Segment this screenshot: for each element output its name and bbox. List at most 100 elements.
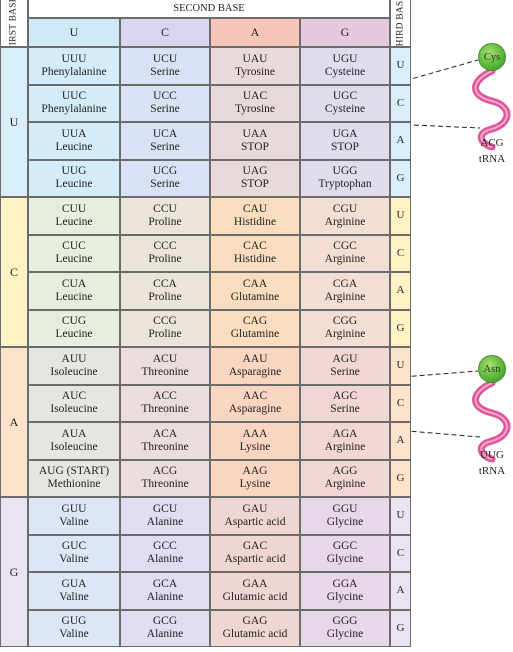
amino-acid-text: Glycine (326, 590, 364, 603)
codon-text: CUG (61, 315, 87, 328)
codon-cell-agu: AGU Serine (300, 347, 390, 385)
codon-text: AAG (242, 465, 268, 478)
amino-acid-text: Glycine (326, 628, 364, 641)
codon-cell-gcc: GCC Alanine (120, 534, 210, 572)
amino-acid-text: Threonine (141, 478, 189, 491)
amino-acid-text: Isoleucine (50, 403, 98, 416)
codon-text: AAC (242, 390, 268, 403)
codon-cell-uug: UUG Leucine (28, 159, 120, 197)
codon-cell-acc: ACC Threonine (120, 384, 210, 422)
codon-text: AUG (START) (38, 465, 110, 478)
amino-acid-text: Glycine (326, 553, 364, 566)
codon-text: ACC (153, 390, 177, 403)
amino-acid-text: Serine (150, 140, 180, 153)
codon-text: AUU (61, 352, 87, 365)
codon-text: UAA (242, 127, 268, 140)
codon-text: CGG (332, 315, 358, 328)
amino-acid-text: Phenylalanine (41, 103, 107, 116)
codon-text: CAG (242, 315, 268, 328)
third-base-g: G (390, 459, 411, 497)
codon-text: AAU (242, 352, 268, 365)
amino-acid-text: Leucine (55, 140, 93, 153)
codon-text: CUA (61, 277, 87, 290)
codon-text: CCU (153, 202, 177, 215)
codon-text: AUA (61, 427, 87, 440)
amino-acid-text: Glutamine (230, 328, 280, 341)
amino-acid-text: Glycine (326, 515, 364, 528)
amino-acid-text: Asparagine (228, 365, 282, 378)
amino-acid-text: Serine (330, 365, 360, 378)
codon-text: CCG (153, 315, 177, 328)
amino-acid-text: Proline (148, 328, 182, 341)
anticodon-label: ACG (480, 137, 504, 149)
codon-cell-gag: GAG Glutamic acid (210, 609, 300, 647)
codon-cell-uga: UGA STOP (300, 122, 390, 160)
codon-cell-ugc: UGC Cysteine (300, 84, 390, 122)
amino-acid-text: Valine (59, 515, 89, 528)
codon-cell-uuc: UUC Phenylalanine (28, 84, 120, 122)
codon-cell-uaa: UAA STOP (210, 122, 300, 160)
amino-acid-text: Alanine (146, 628, 184, 641)
amino-acid-ball-asn: Asn (478, 355, 506, 383)
codon-text: UAC (242, 90, 268, 103)
codon-cell-aug: AUG (START) Methionine (28, 459, 120, 497)
amino-acid-text: Asparagine (228, 403, 282, 416)
codon-text: GAU (242, 502, 268, 515)
first-base-c: C (0, 197, 28, 347)
codon-text: GUC (61, 540, 87, 553)
codon-text: GUG (61, 615, 87, 628)
third-base-header: THIRD BASE (390, 0, 411, 47)
codon-cell-cag: CAG Glutamine (210, 309, 300, 347)
codon-text: UAG (242, 165, 268, 178)
codon-cell-acg: ACG Threonine (120, 459, 210, 497)
codon-text: CAC (243, 240, 267, 253)
codon-cell-aag: AAG Lysine (210, 459, 300, 497)
codon-cell-guc: GUC Valine (28, 534, 120, 572)
codon-cell-cau: CAU Histidine (210, 197, 300, 235)
codon-text: UCU (152, 52, 178, 65)
codon-cell-ggg: GGG Glycine (300, 609, 390, 647)
codon-cell-gaa: GAA Glutamic acid (210, 572, 300, 610)
third-base-u: U (390, 197, 411, 235)
third-base-c: C (390, 534, 411, 572)
codon-cell-ucg: UCG Serine (120, 159, 210, 197)
codon-cell-uca: UCA Serine (120, 122, 210, 160)
amino-acid-text: Aspartic acid (224, 515, 286, 528)
amino-acid-text: Valine (59, 553, 89, 566)
codon-cell-ccc: CCC Proline (120, 234, 210, 272)
codon-text: ACU (152, 352, 178, 365)
codon-cell-acu: ACU Threonine (120, 347, 210, 385)
codon-cell-auc: AUC Isoleucine (28, 384, 120, 422)
codon-text: CAA (242, 277, 268, 290)
amino-acid-text: Isoleucine (50, 440, 98, 453)
codon-text: UUC (61, 90, 87, 103)
codon-cell-gau: GAU Aspartic acid (210, 497, 300, 535)
codon-cell-aaa: AAA Lysine (210, 422, 300, 460)
codon-text: UCA (152, 127, 178, 140)
amino-acid-text: Arginine (324, 328, 366, 341)
codon-cell-uuu: UUU Phenylalanine (28, 47, 120, 85)
anticodon-label: UUG (480, 449, 504, 461)
codon-cell-cgu: CGU Arginine (300, 197, 390, 235)
codon-text: AAA (242, 427, 268, 440)
codon-cell-aga: AGA Arginine (300, 422, 390, 460)
amino-acid-text: Cysteine (324, 65, 366, 78)
codon-text: UCC (153, 90, 177, 103)
codon-text: GGC (332, 540, 358, 553)
codon-cell-auu: AUU Isoleucine (28, 347, 120, 385)
codon-cell-uac: UAC Tyrosine (210, 84, 300, 122)
amino-acid-text: STOP (241, 178, 269, 191)
amino-acid-text: Histidine (233, 253, 277, 266)
codon-text: GCU (152, 502, 178, 515)
amino-acid-text: Cysteine (324, 103, 366, 116)
codon-text: GAG (242, 615, 268, 628)
codon-text: GCA (152, 577, 178, 590)
codon-cell-cuu: CUU Leucine (28, 197, 120, 235)
codon-text: UUG (61, 165, 87, 178)
amino-acid-text: Proline (148, 290, 182, 303)
amino-acid-text: Arginine (324, 290, 366, 303)
codon-text: CCA (153, 277, 177, 290)
third-base-g: G (390, 159, 411, 197)
codon-cell-gcu: GCU Alanine (120, 497, 210, 535)
